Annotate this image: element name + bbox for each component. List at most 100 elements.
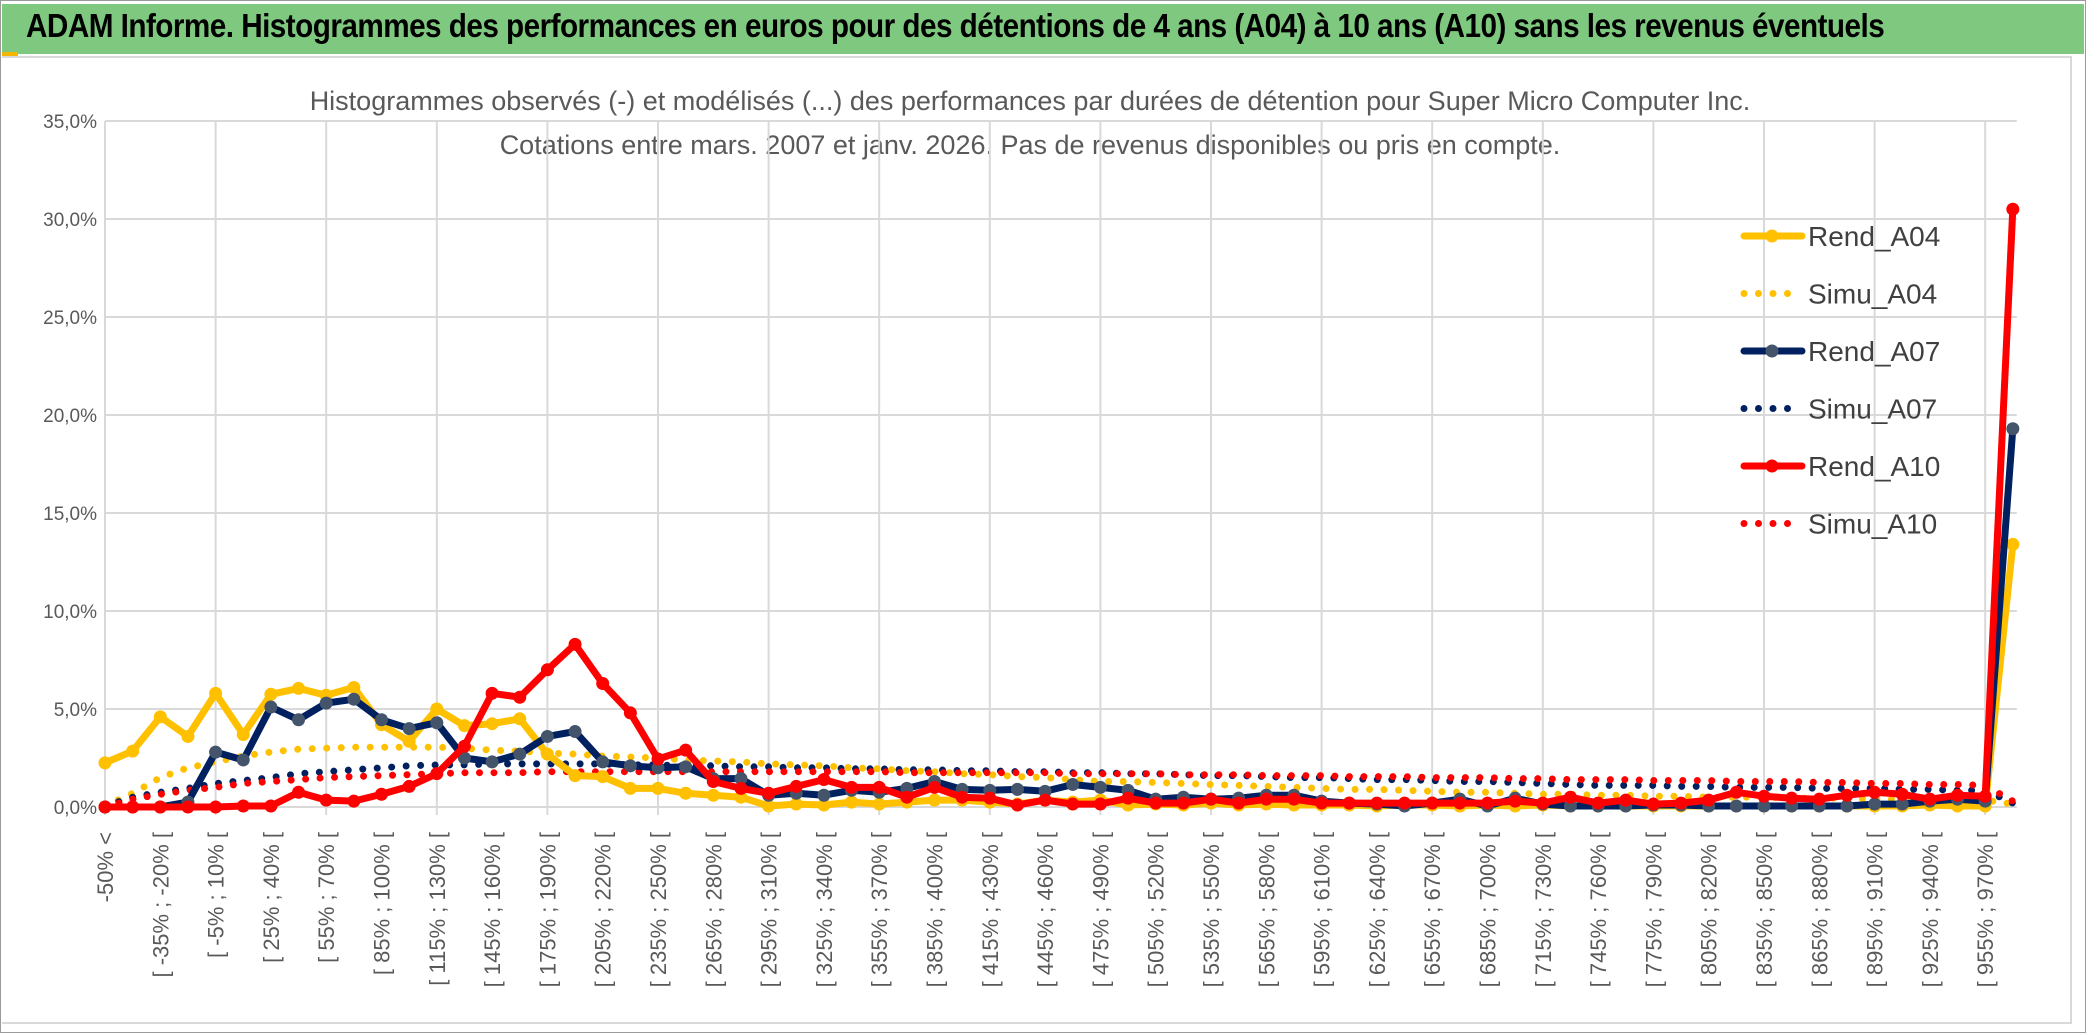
x-tick-label: [ 745% ; 760% [ [1586,832,1611,987]
grid [104,120,2017,815]
x-tick-label: [ 445% ; 460% [ [1033,832,1058,987]
legend-item-simu-a04: Simu_A04 [1740,279,1937,310]
data-point [1978,789,1992,803]
data-point [430,716,444,730]
x-tick-label: [ 595% ; 610% [ [1310,832,1335,987]
data-point [1066,777,1080,791]
data-point [2006,537,2020,551]
x-tick-label: [ 715% ; 730% [ [1531,832,1556,987]
data-point [762,786,776,800]
data-point [540,729,554,743]
x-tick-label: [ 325% ; 340% [ [812,832,837,987]
data-point [1121,791,1135,805]
data-point [1370,796,1384,810]
data-point [1757,789,1771,803]
x-tick-label: [ 145% ; 160% [ [480,832,505,987]
x-tick-label: [ -35% ; -20% [ [148,832,173,978]
data-point [1398,796,1412,810]
data-point [568,725,582,739]
data-point [568,637,582,651]
legend-marker [1765,459,1779,473]
data-point [1923,792,1937,806]
x-tick-label: [ 115% ; 130% [ [425,832,450,986]
data-point [540,747,554,761]
data-point [98,756,112,770]
data-point [1481,796,1494,810]
data-point [402,779,416,793]
data-point [513,690,527,704]
data-point [1093,797,1107,811]
data-point [817,798,831,812]
chart-title: Histogrammes observés (-) et modélisés (… [310,86,1751,116]
data-point [1453,796,1467,810]
series-rend-a10 [98,202,2020,814]
x-tick-label: [ 955% ; 970% [ [1973,832,1998,987]
x-tick-label: [ 535% ; 550% [ [1199,832,1224,987]
data-point [1840,788,1854,802]
data-point [679,786,693,800]
data-point [347,692,361,706]
data-point [1563,790,1577,804]
y-tick-label: 25,0% [43,308,97,329]
data-point [375,787,388,801]
data-point [319,793,333,807]
data-point [292,713,306,727]
data-point [1729,799,1743,813]
data-point [264,700,278,714]
legend-label: Rend_A07 [1808,336,1940,367]
data-point [292,681,306,695]
x-axis: -50% < [ -35% ; -20% [[ -5% ; 10% [[ 25% … [93,832,1998,987]
x-tick-label: [ 25% ; 40% [ [259,832,284,963]
legend-marker [1765,344,1779,358]
data-point [928,793,941,807]
data-point [236,799,250,813]
data-point [457,739,471,753]
data-point [209,686,223,700]
data-point [1093,780,1107,794]
x-tick-label: [ 385% ; 400% [ [923,832,948,987]
x-tick-label: [ -5% ; 10% [ [204,832,229,958]
legend-label: Simu_A04 [1808,279,1937,310]
data-point [651,752,665,766]
data-point [679,760,693,774]
data-point [1038,793,1052,807]
data-point [347,794,361,808]
data-point [153,710,167,724]
legend: Rend_A04 Simu_A04 Rend_A07 Simu_A07 Rend_A10… [1740,221,1940,540]
data-point [1868,797,1882,811]
series-line [101,768,2017,811]
data-point [872,797,886,811]
data-point [513,712,527,726]
x-tick-label: [ 355% ; 370% [ [867,832,892,987]
x-tick-label: [ 805% ; 820% [ [1697,832,1722,987]
data-point [734,772,748,786]
chart-border-right [2070,58,2072,1023]
data-point [817,773,831,787]
header-accent [2,52,18,56]
legend-item-rend-a10: Rend_A10 [1740,451,1940,482]
data-point [1287,792,1301,806]
y-axis: 0,0% 5,0% 10,0% 15,0% 20,0% 25,0% 30,0% 35,0% [43,112,97,819]
x-tick-label: [ 235% ; 250% [ [646,832,671,987]
data-point [872,780,886,794]
data-point [1840,799,1854,813]
data-point [596,755,610,769]
data-point [983,791,997,805]
data-point [1895,787,1909,801]
series-line [105,428,2017,811]
x-tick-label: [ 895% ; 910% [ [1863,832,1888,987]
data-point [236,727,250,741]
data-point [1619,793,1633,807]
data-point [402,722,416,736]
data-point [706,788,720,802]
legend-item-rend-a04: Rend_A04 [1740,221,1940,252]
x-tick-label: [ 85% ; 100% [ [370,832,395,975]
data-point [568,769,582,783]
legend-item-simu-a07: Simu_A07 [1740,394,1937,425]
data-point [457,719,471,733]
data-point [1591,796,1605,810]
data-point [1232,796,1246,810]
data-point [98,800,112,814]
data-point [153,800,167,814]
x-tick-label: [ 505% ; 520% [ [1144,832,1169,987]
